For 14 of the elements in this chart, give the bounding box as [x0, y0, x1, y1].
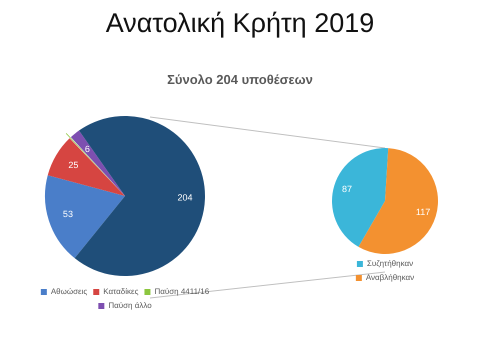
legend-label: Αναβλήθηκαν — [366, 273, 414, 282]
data-label: 87 — [342, 184, 352, 194]
legend-label: Συζητήθηκαν — [366, 259, 414, 268]
data-label: 25 — [68, 160, 78, 170]
data-label: 53 — [62, 209, 73, 220]
text: Σύνολο 204 υποθέσεων — [166, 72, 314, 87]
data-label: 6 — [84, 144, 90, 154]
legend-label: Παύση 4411/16 — [154, 287, 210, 296]
chart-title: Ανατολική Κρήτη 2019 — [104, 8, 376, 39]
legend-label: Παύση άλλο — [108, 301, 152, 310]
legend-label: Καταδίκες — [103, 287, 139, 296]
data-label: 117 — [416, 206, 430, 217]
legend-label: Αθωώσεις — [50, 287, 88, 296]
data-label: 204 — [177, 192, 192, 203]
